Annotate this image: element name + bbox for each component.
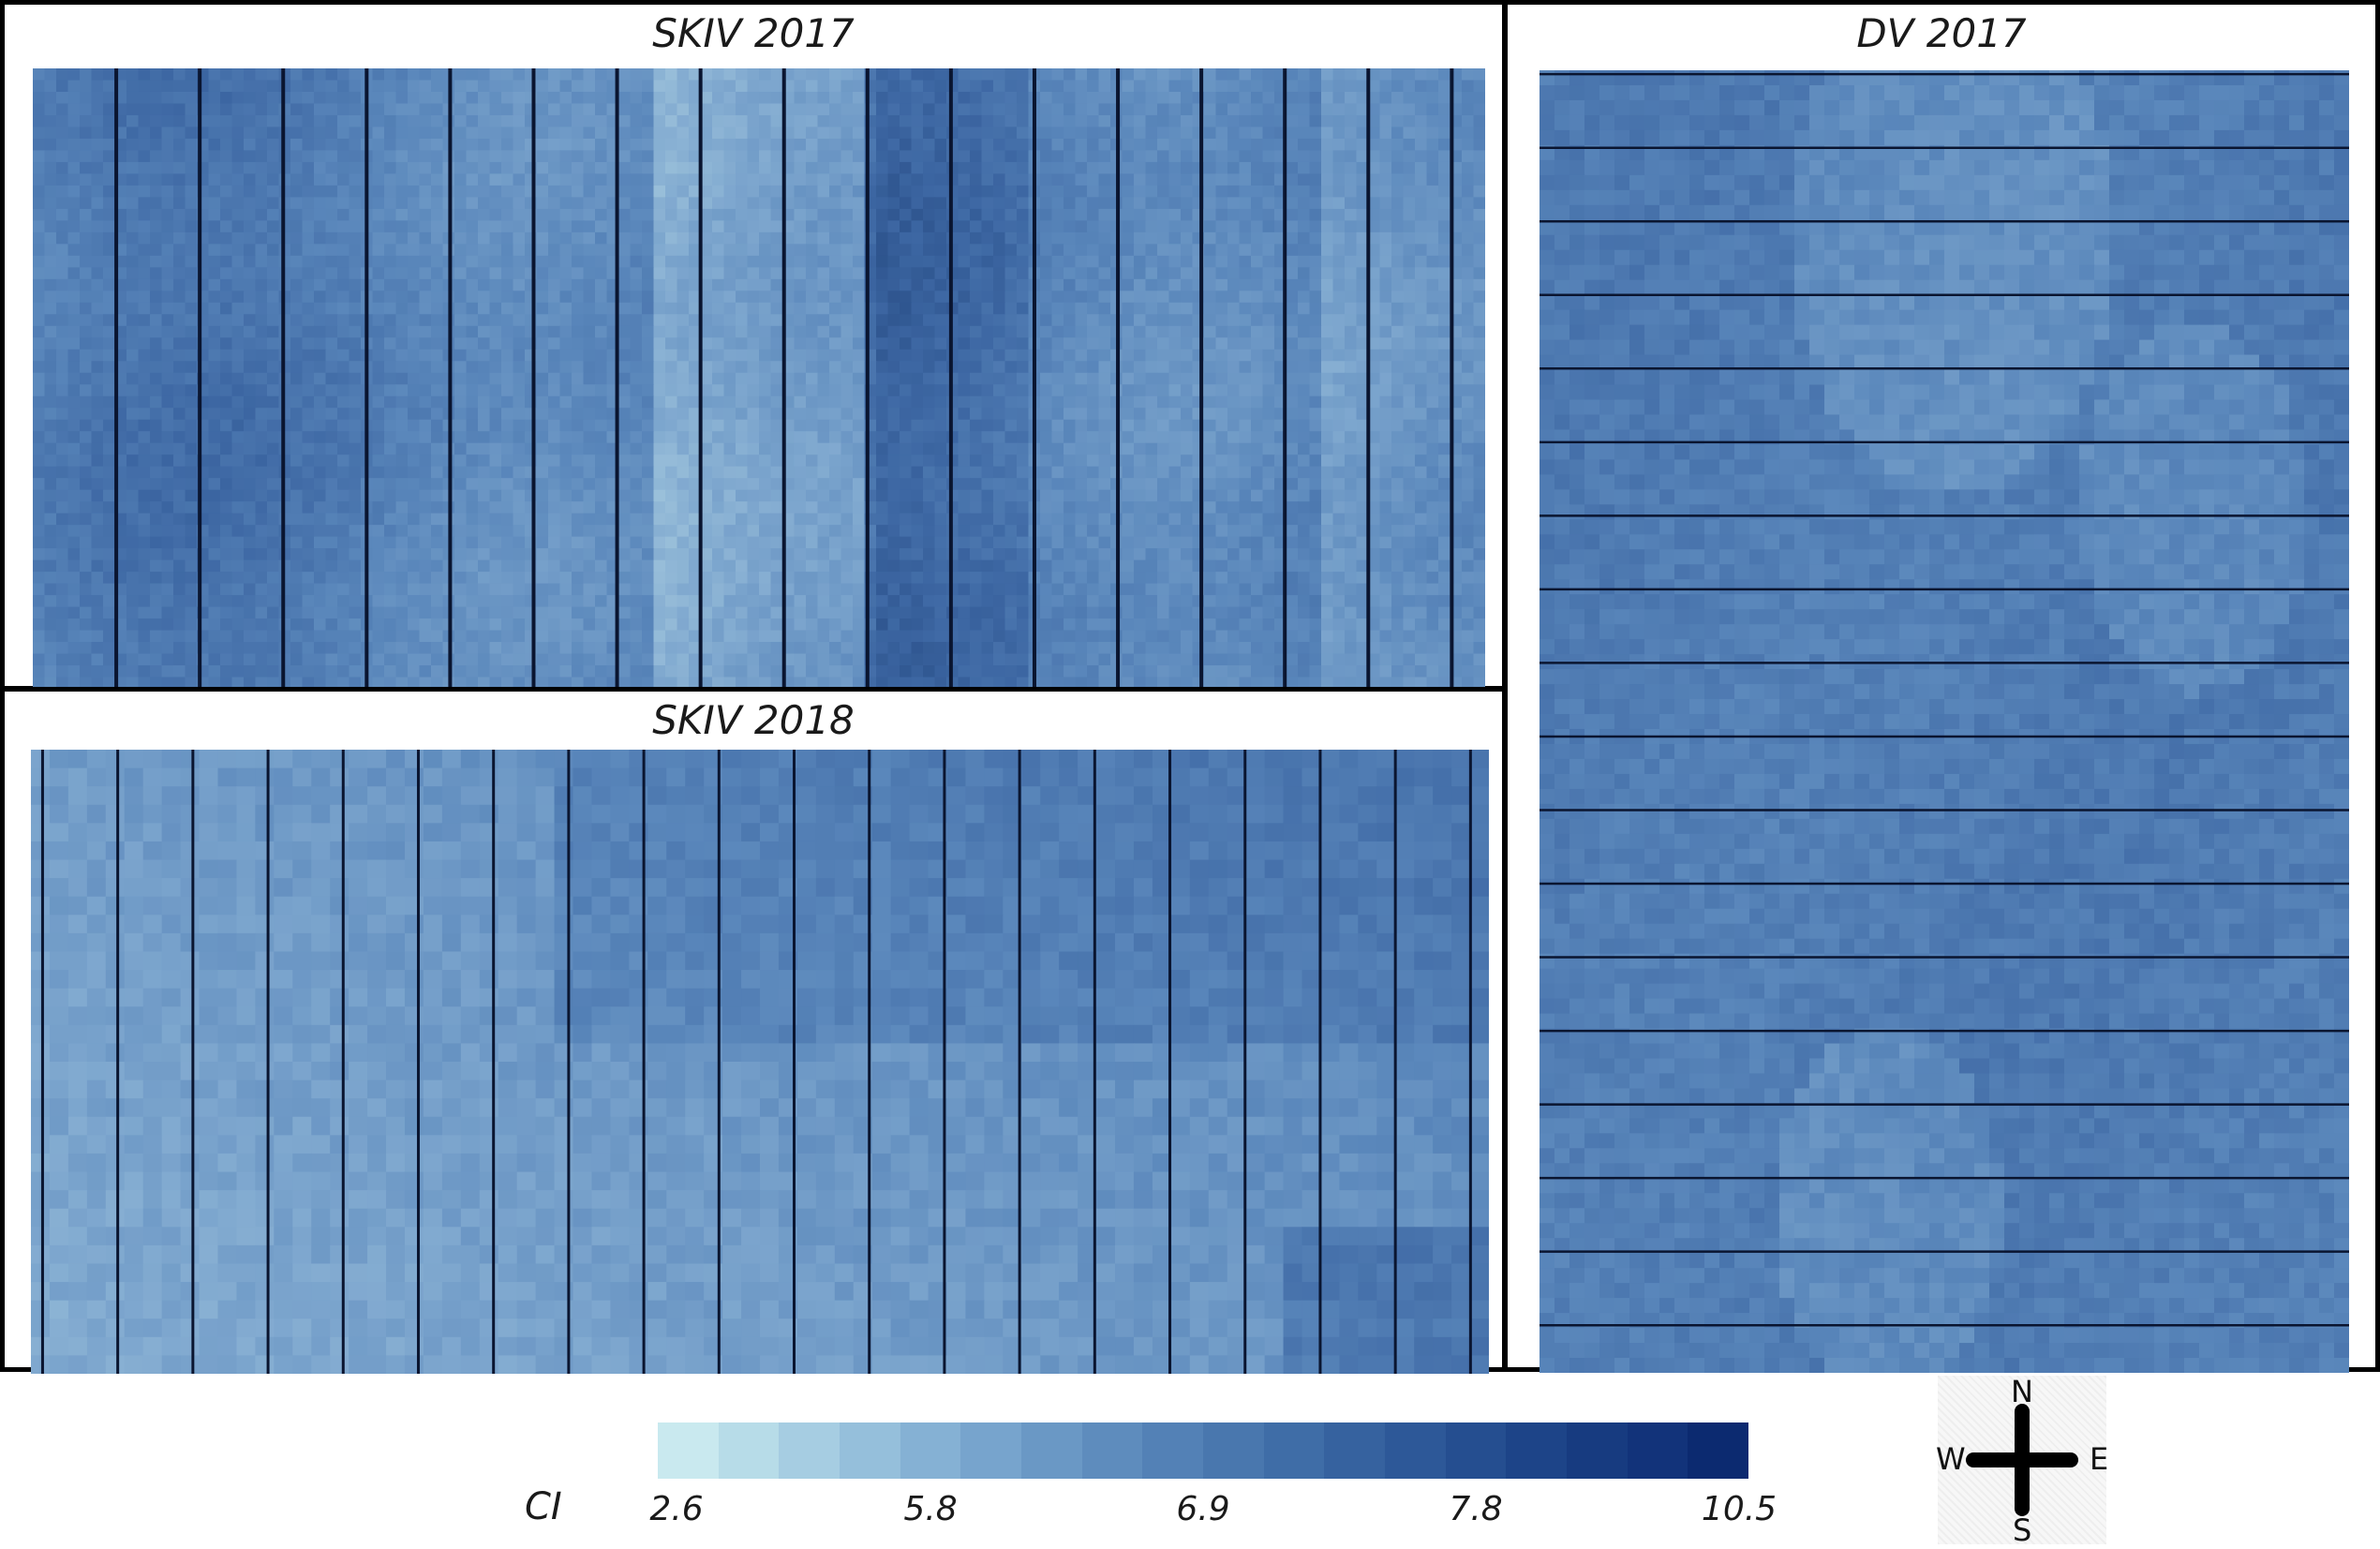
- scale-swatch: [658, 1422, 719, 1479]
- scale-swatch: [960, 1422, 1022, 1479]
- scale-swatch: [1203, 1422, 1264, 1479]
- scale-swatch: [779, 1422, 840, 1479]
- compass-west: W: [1936, 1441, 1966, 1477]
- compass-east: E: [2090, 1441, 2109, 1477]
- panel-title: SKIV 2017: [652, 10, 855, 56]
- legend-tick-label: 6.9: [1176, 1490, 1230, 1528]
- panel-title: DV 2017: [1856, 10, 2027, 56]
- compass-south: S: [2013, 1512, 2032, 1548]
- scale-swatch: [840, 1422, 900, 1479]
- scale-swatch: [1324, 1422, 1386, 1479]
- scale-swatch: [1385, 1422, 1446, 1479]
- skiv-2017-heatmap: [33, 68, 1485, 689]
- scale-swatch: [1142, 1422, 1204, 1479]
- scale-swatch: [1021, 1422, 1082, 1479]
- scale-swatch: [900, 1422, 961, 1479]
- skiv-2018-panel: SKIV 2018: [0, 687, 1507, 1374]
- compass-north: N: [2011, 1374, 2033, 1409]
- scale-swatch: [1506, 1422, 1568, 1479]
- compass-cross-icon: [1966, 1404, 2078, 1516]
- dv-2017-heatmap: [1540, 70, 2349, 1373]
- panel-title: SKIV 2018: [652, 697, 855, 743]
- legend-tick-label: 2.6: [649, 1490, 704, 1528]
- compass-rose: N S E W: [1936, 1374, 2109, 1548]
- scale-swatch: [1567, 1422, 1628, 1479]
- scale-swatch: [718, 1422, 780, 1479]
- scale-swatch: [1263, 1422, 1325, 1479]
- ci-legend: CI 2.6 5.8 6.9 7.8 10.5: [525, 1406, 1780, 1546]
- scale-swatch: [1688, 1422, 1749, 1479]
- legend-label: CI: [525, 1485, 562, 1528]
- scale-swatch: [1627, 1422, 1688, 1479]
- legend-tick-label: 10.5: [1701, 1490, 1778, 1528]
- color-scale-bar: [658, 1422, 1749, 1479]
- scale-swatch: [1081, 1422, 1143, 1479]
- legend-tick-label: 5.8: [903, 1490, 958, 1528]
- skiv-2017-panel: SKIV 2017: [0, 0, 1507, 691]
- legend-tick-label: 7.8: [1449, 1490, 1503, 1528]
- scale-swatch: [1445, 1422, 1507, 1479]
- dv-2017-panel: DV 2017: [1503, 0, 2380, 1373]
- skiv-2018-heatmap: [31, 750, 1489, 1374]
